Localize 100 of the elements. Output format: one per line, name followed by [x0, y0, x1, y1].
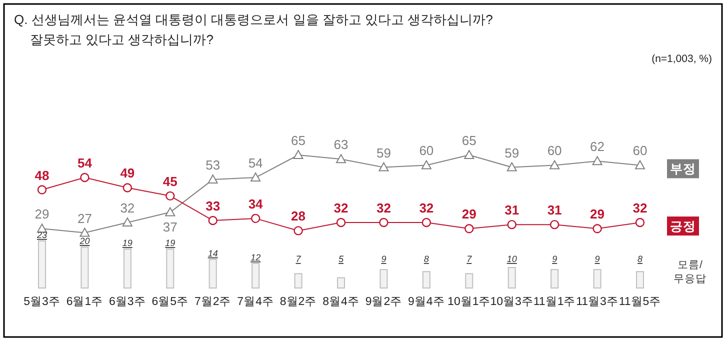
point — [421, 160, 432, 170]
point — [592, 224, 602, 234]
data-label: 7 — [466, 254, 473, 264]
data-label: 65 — [462, 133, 476, 148]
x-tick-label: 8월2주 — [280, 296, 317, 308]
data-label: 33 — [206, 198, 220, 214]
bar — [636, 271, 644, 288]
data-label: 60 — [632, 143, 648, 158]
point — [250, 172, 261, 182]
data-label: 8 — [637, 254, 643, 264]
x-tick-label: 6월3주 — [109, 296, 146, 308]
bar — [337, 277, 345, 288]
data-label: 5 — [338, 254, 344, 264]
data-label: 62 — [590, 139, 605, 154]
data-label: 7 — [296, 254, 302, 264]
data-label: 63 — [334, 137, 348, 152]
point — [336, 154, 346, 164]
point — [37, 185, 47, 194]
x-tick-label: 9월4주 — [408, 296, 445, 308]
bar — [80, 246, 89, 288]
point — [550, 220, 560, 230]
point — [293, 150, 304, 159]
x-tick-label: 6월1주 — [66, 296, 104, 308]
point — [336, 218, 346, 228]
point — [166, 191, 175, 201]
text: 긍정 — [670, 220, 696, 234]
data-label: 29 — [34, 206, 50, 222]
data-label: 32 — [120, 200, 135, 216]
data-label: 29 — [462, 206, 476, 222]
text: 부정 — [670, 162, 696, 176]
data-label: 19 — [165, 238, 176, 248]
point — [250, 214, 260, 224]
data-label: 60 — [419, 143, 434, 158]
data-label: 29 — [590, 206, 605, 222]
bar — [593, 269, 602, 288]
data-label: 32 — [419, 200, 434, 216]
point — [635, 160, 645, 170]
point — [122, 218, 132, 227]
data-label: 14 — [208, 248, 218, 258]
point — [507, 220, 516, 230]
bar — [422, 271, 430, 288]
data-label: 54 — [248, 156, 263, 171]
data-label: 23 — [36, 230, 48, 240]
bar — [208, 258, 217, 288]
x-tick-label: 7월2주 — [194, 296, 232, 308]
data-label: 9 — [552, 254, 558, 264]
bar — [38, 240, 46, 288]
point — [80, 172, 90, 182]
chart-title: Q. 선생님께서는 윤석열 대통령이 대통령으로서 일을 잘하고 있다고 생각하십니까? 잘못하고 있다고 생각하십니까? — [14, 12, 493, 47]
data-label: 65 — [291, 133, 306, 148]
point — [464, 224, 474, 234]
data-label: 60 — [547, 143, 562, 158]
point — [592, 156, 602, 166]
x-tick-label: 10월1주 — [448, 296, 491, 308]
data-label: 34 — [248, 196, 264, 212]
x-tick-label: 11월5주 — [618, 296, 662, 308]
x-tick-label: 11월1주 — [533, 296, 576, 308]
bar — [294, 273, 302, 288]
data-label: 32 — [632, 200, 648, 216]
point — [422, 218, 432, 228]
bar — [123, 248, 132, 288]
bar — [465, 273, 474, 288]
x-tick-label: 9월2주 — [365, 296, 402, 308]
x-tick-label: 11월3주 — [576, 296, 618, 308]
data-label: 59 — [376, 145, 391, 160]
data-label: 10 — [506, 254, 517, 264]
data-label: 53 — [206, 158, 220, 173]
data-label: 59 — [504, 145, 520, 160]
data-label: 31 — [547, 202, 562, 218]
x-tick-label: 8월4주 — [322, 296, 360, 308]
data-label: 19 — [122, 238, 132, 248]
x-tick-label: 7월4주 — [237, 296, 274, 308]
data-label: 27 — [77, 210, 92, 226]
data-label: 20 — [78, 236, 90, 246]
data-label: 9 — [381, 254, 386, 264]
data-label: 9 — [594, 254, 600, 264]
point — [208, 174, 218, 184]
text: 모름/무응답 — [674, 259, 706, 285]
bar — [166, 248, 174, 288]
point — [80, 228, 90, 237]
point — [635, 218, 645, 228]
bar — [550, 269, 559, 288]
data-label: 32 — [334, 200, 348, 216]
point — [165, 207, 176, 216]
data-label: 32 — [376, 200, 391, 216]
x-tick-label: 6월5주 — [152, 296, 189, 308]
point — [506, 162, 517, 172]
x-tick-label: 10월3주 — [490, 296, 534, 308]
bar — [508, 267, 516, 288]
bar — [252, 262, 260, 288]
data-label: 45 — [162, 174, 178, 189]
point — [122, 183, 132, 192]
point — [294, 226, 303, 236]
data-label: 28 — [291, 208, 306, 224]
point — [379, 218, 388, 228]
data-label: 49 — [120, 166, 135, 181]
data-label: 12 — [250, 252, 261, 262]
point — [208, 216, 218, 226]
data-label: 31 — [504, 202, 520, 218]
point — [464, 150, 474, 159]
